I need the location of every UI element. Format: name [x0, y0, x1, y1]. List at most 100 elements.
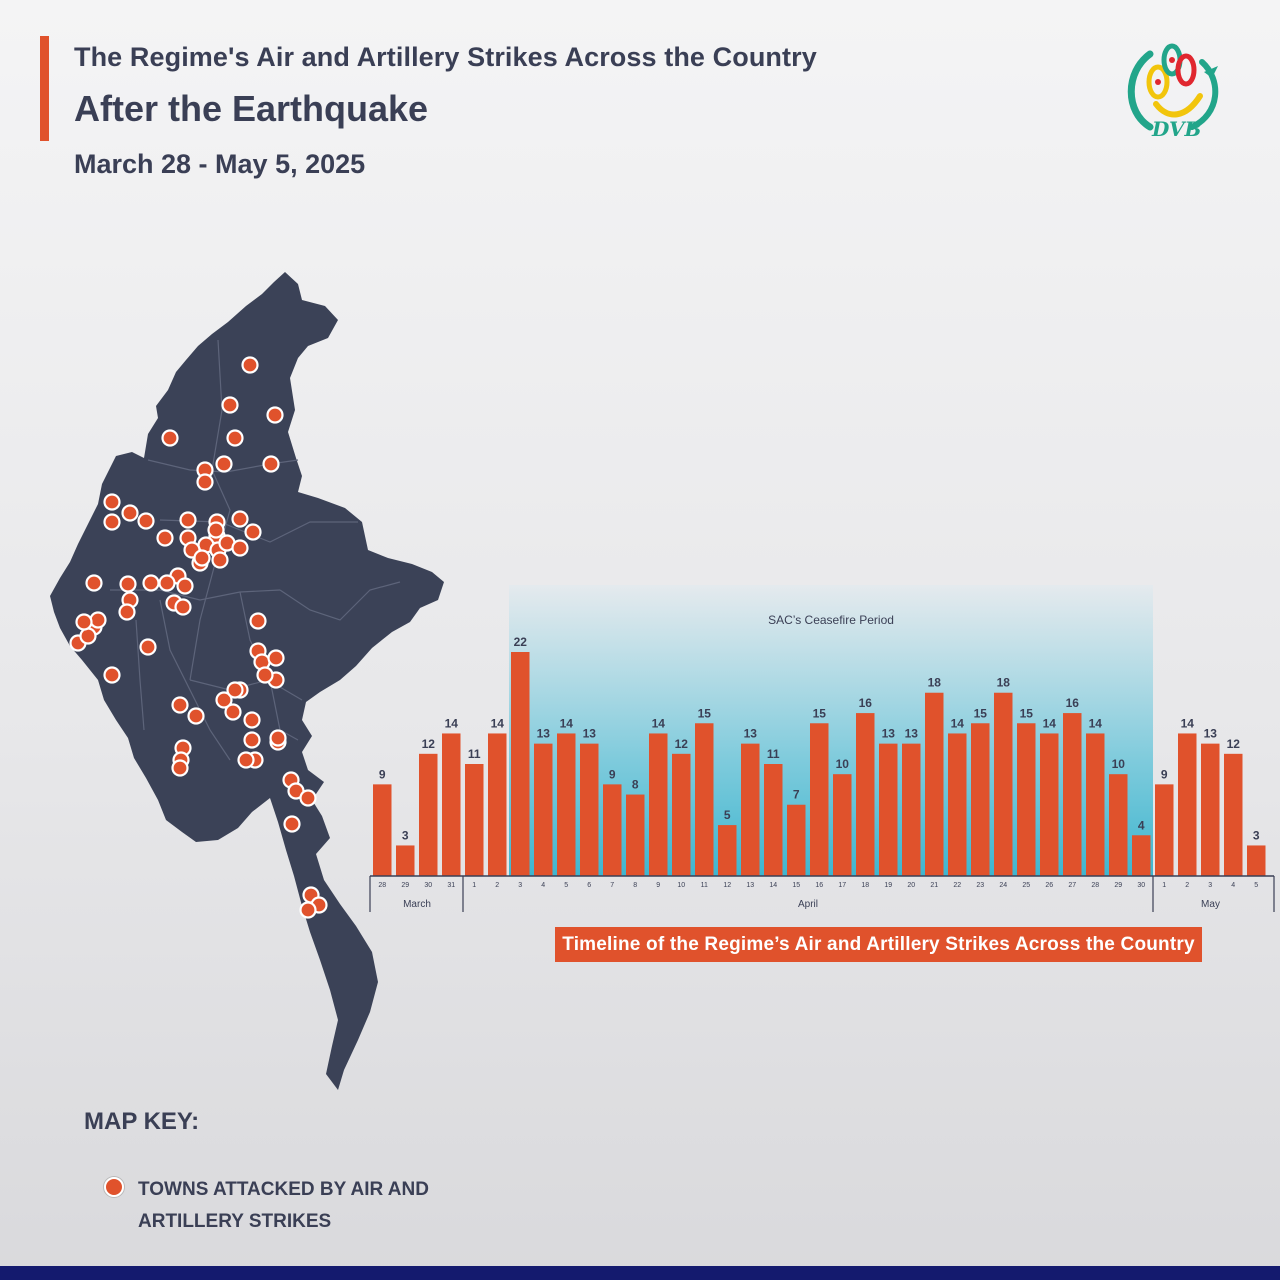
bottom-strip: [0, 1266, 1280, 1280]
bar: [465, 764, 484, 876]
strike-marker: [139, 638, 157, 656]
bar-value-label: 14: [951, 716, 965, 730]
bar: [672, 753, 691, 876]
bar: [971, 723, 990, 876]
x-tick-label: 7: [610, 882, 614, 889]
bar: [833, 774, 852, 876]
x-tick-label: 29: [1114, 882, 1122, 889]
x-tick-label: 15: [792, 882, 800, 889]
bar: [810, 723, 829, 876]
bar: [626, 794, 645, 876]
bar-value-label: 13: [744, 727, 758, 741]
bar-value-label: 12: [1227, 737, 1241, 751]
strike-marker: [137, 512, 155, 530]
bar: [764, 764, 783, 876]
strike-marker: [196, 473, 214, 491]
bar: [1086, 733, 1105, 876]
bar: [534, 743, 553, 876]
strike-marker: [215, 455, 233, 473]
bars-group: 9 3 12 14 11 14 22 13 14 13 9 8 14 12 15 5 13 11 7 15 10 16 13…: [373, 635, 1266, 876]
map-key-label: TOWNS ATTACKED BY AIR AND ARTILLERY STRI…: [138, 1179, 429, 1232]
bar-value-label: 7: [793, 788, 800, 802]
bar: [396, 845, 415, 876]
bar: [1224, 753, 1243, 876]
x-tick-label: 5: [564, 882, 568, 889]
strike-marker: [215, 691, 233, 709]
bar: [1178, 733, 1197, 876]
bar: [879, 743, 898, 876]
bar-value-label: 16: [1066, 696, 1080, 710]
x-tick-label: 2: [1185, 882, 1189, 889]
bar: [373, 784, 392, 876]
x-tick-label: 27: [1068, 882, 1076, 889]
bar-value-label: 14: [1089, 716, 1103, 730]
strike-marker: [226, 681, 244, 699]
bar-value-label: 18: [997, 676, 1011, 690]
strike-marker: [221, 396, 239, 414]
strike-marker: [269, 729, 287, 747]
strike-marker: [142, 574, 160, 592]
bar-value-label: 3: [1253, 828, 1260, 842]
strike-marker: [211, 551, 229, 569]
x-tick-label: 13: [746, 882, 754, 889]
bar: [1040, 733, 1059, 876]
x-tick-label: 2: [495, 882, 499, 889]
x-tick-label: 23: [976, 882, 984, 889]
x-tick-label: 31: [447, 882, 455, 889]
strike-marker: [231, 539, 249, 557]
bar-value-label: 14: [1043, 716, 1057, 730]
bar-value-label: 13: [882, 727, 896, 741]
bar-value-label: 10: [1112, 757, 1126, 771]
month-label: April: [798, 899, 818, 910]
x-axis: 28 29 30 31 1 2 3 4 5 6 7 8 9 10 11 12 13 14 15 16 17 18 19 20 2…: [369, 875, 1275, 912]
bar-value-label: 13: [583, 727, 597, 741]
x-tick-label: 10: [677, 882, 685, 889]
strike-marker-icon: [104, 1177, 124, 1197]
strike-marker: [171, 696, 189, 714]
bar-value-label: 15: [813, 706, 827, 720]
myanmar-map: [50, 272, 444, 1090]
bar: [787, 804, 806, 876]
page-title-line2: After the Earthquake: [74, 88, 429, 129]
title-accent-bar: [40, 36, 49, 141]
x-tick-label: 17: [838, 882, 846, 889]
strike-marker: [79, 627, 97, 645]
bar-value-label: 14: [1181, 716, 1195, 730]
month-label: May: [1201, 899, 1220, 910]
strike-marker: [224, 703, 242, 721]
strike-marker: [226, 429, 244, 447]
x-tick-label: 20: [907, 882, 915, 889]
strike-marker: [231, 510, 249, 528]
strike-marker: [266, 406, 284, 424]
bar: [1109, 774, 1128, 876]
bar-value-label: 14: [560, 716, 574, 730]
strike-marker: [156, 529, 174, 547]
strike-marker: [262, 455, 280, 473]
x-tick-label: 3: [518, 882, 522, 889]
bar-value-label: 13: [1204, 727, 1218, 741]
x-tick-label: 28: [378, 882, 386, 889]
bar: [511, 652, 530, 876]
strike-marker: [103, 513, 121, 531]
strike-marker: [187, 707, 205, 725]
x-tick-label: 4: [541, 882, 545, 889]
bar: [948, 733, 967, 876]
strike-marker: [237, 751, 255, 769]
strike-marker: [103, 666, 121, 684]
bar: [1063, 713, 1082, 876]
bar-value-label: 3: [402, 828, 409, 842]
x-tick-label: 9: [656, 882, 660, 889]
strike-marker: [193, 549, 211, 567]
strike-marker: [299, 789, 317, 807]
strike-marker: [241, 356, 259, 374]
strike-marker: [243, 731, 261, 749]
dvb-peacock-logo-icon: [1127, 43, 1219, 131]
page-title-line1: The Regime's Air and Artillery Strikes A…: [74, 42, 817, 72]
strikes-timeline-chart: SAC’s Ceasefire Period 93121411142213141…: [369, 585, 1275, 912]
x-tick-label: 30: [424, 882, 432, 889]
x-tick-label: 5: [1254, 882, 1258, 889]
bar: [419, 753, 438, 876]
bar-value-label: 14: [652, 716, 666, 730]
strike-marker: [249, 612, 267, 630]
x-tick-label: 22: [953, 882, 961, 889]
